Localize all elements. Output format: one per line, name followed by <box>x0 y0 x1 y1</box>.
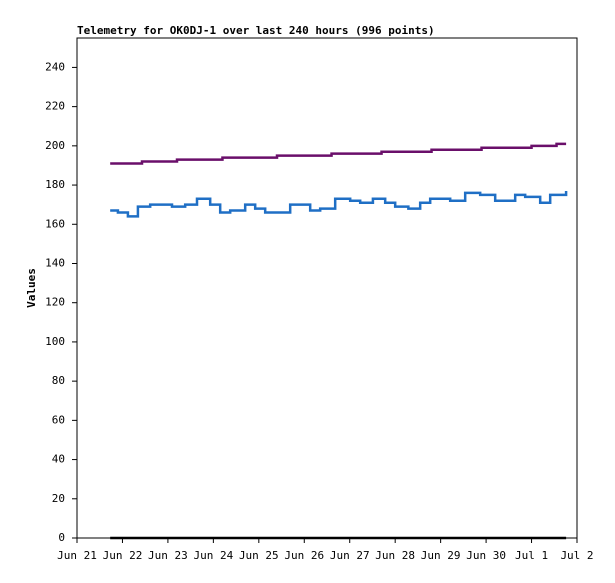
x-tick-label: Jun 26 <box>284 549 324 562</box>
y-tick-label: 140 <box>45 256 65 269</box>
y-tick-label: 200 <box>45 139 65 152</box>
x-tick-label: Jun 22 <box>103 549 143 562</box>
x-tick-label: Jun 25 <box>239 549 279 562</box>
x-tick-label: Jun 21 <box>57 549 97 562</box>
x-tick-label: Jun 28 <box>375 549 415 562</box>
y-tick-label: 120 <box>45 296 65 309</box>
y-axis-label: Values <box>25 268 38 308</box>
x-tick-label: Jul 2 <box>560 549 593 562</box>
x-tick-label: Jun 23 <box>148 549 188 562</box>
y-tick-label: 20 <box>52 492 65 505</box>
y-tick-label: 160 <box>45 217 65 230</box>
plot-frame <box>76 37 578 539</box>
x-tick-label: Jun 29 <box>421 549 461 562</box>
y-tick-label: 180 <box>45 178 65 191</box>
y-tick-label: 40 <box>52 453 65 466</box>
x-tick-label: Jun 24 <box>193 549 233 562</box>
x-tick-label: Jun 30 <box>466 549 506 562</box>
y-tick-label: 0 <box>58 531 65 544</box>
x-tick-label: Jul 1 <box>515 549 548 562</box>
y-tick-label: 220 <box>45 100 65 113</box>
y-tick-label: 240 <box>45 60 65 73</box>
x-tick-label: Jun 27 <box>330 549 370 562</box>
series-line <box>110 190 568 218</box>
series-line <box>110 142 567 165</box>
y-tick-label: 80 <box>52 374 65 387</box>
y-tick-label: 60 <box>52 413 65 426</box>
chart-title: Telemetry for OK0DJ-1 over last 240 hour… <box>77 24 435 37</box>
y-tick-label: 100 <box>45 335 65 348</box>
